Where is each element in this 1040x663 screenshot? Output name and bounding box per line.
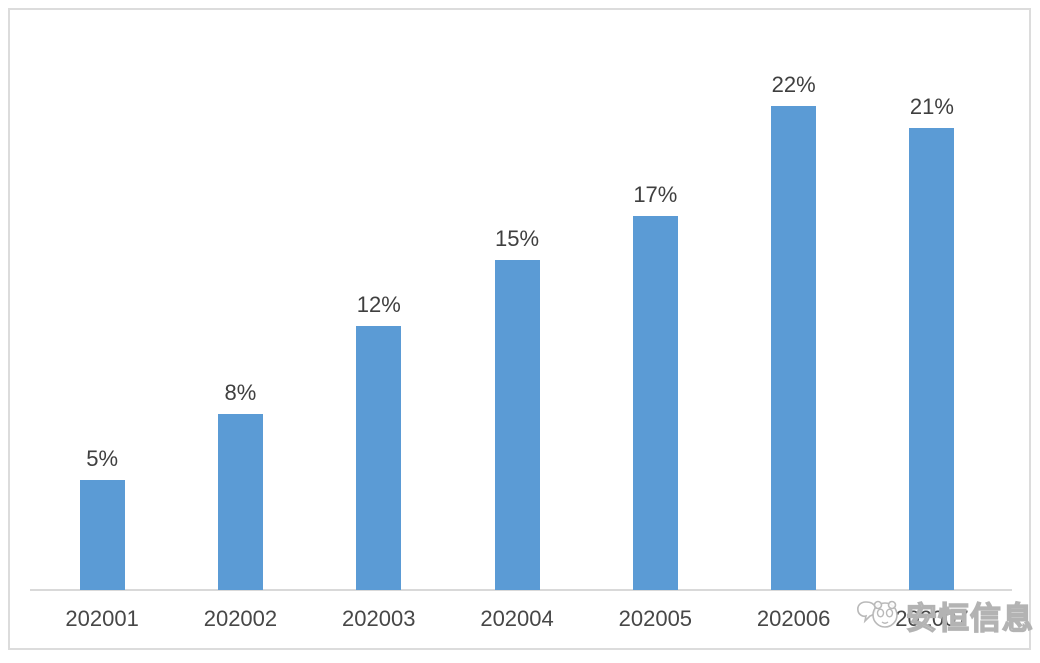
bar	[632, 216, 678, 590]
bar-value-label: 12%	[356, 292, 401, 317]
bar-value-label: 8%	[224, 380, 257, 405]
x-axis-tick-label: 202007	[895, 606, 969, 631]
bar	[79, 480, 125, 590]
bar-value-label: 21%	[909, 94, 954, 119]
bar	[909, 128, 955, 590]
x-axis-tick-label: 202002	[203, 606, 278, 631]
x-axis-tick-label: 202004	[480, 606, 554, 631]
x-axis-tick-label: 202001	[65, 606, 139, 631]
bar	[771, 106, 817, 590]
x-axis-tick-label: 202003	[342, 606, 416, 631]
x-axis-tick-label: 202006	[756, 606, 831, 631]
x-axis-tick-label: 202005	[618, 606, 693, 631]
bar	[494, 260, 540, 590]
bar	[356, 326, 402, 590]
bar-value-label: 17%	[633, 182, 678, 207]
bar	[217, 414, 263, 590]
bar-value-label: 15%	[495, 226, 540, 251]
bar-value-label: 22%	[771, 72, 816, 97]
x-axis-line	[30, 589, 1012, 591]
bar-value-label: 5%	[86, 446, 119, 471]
